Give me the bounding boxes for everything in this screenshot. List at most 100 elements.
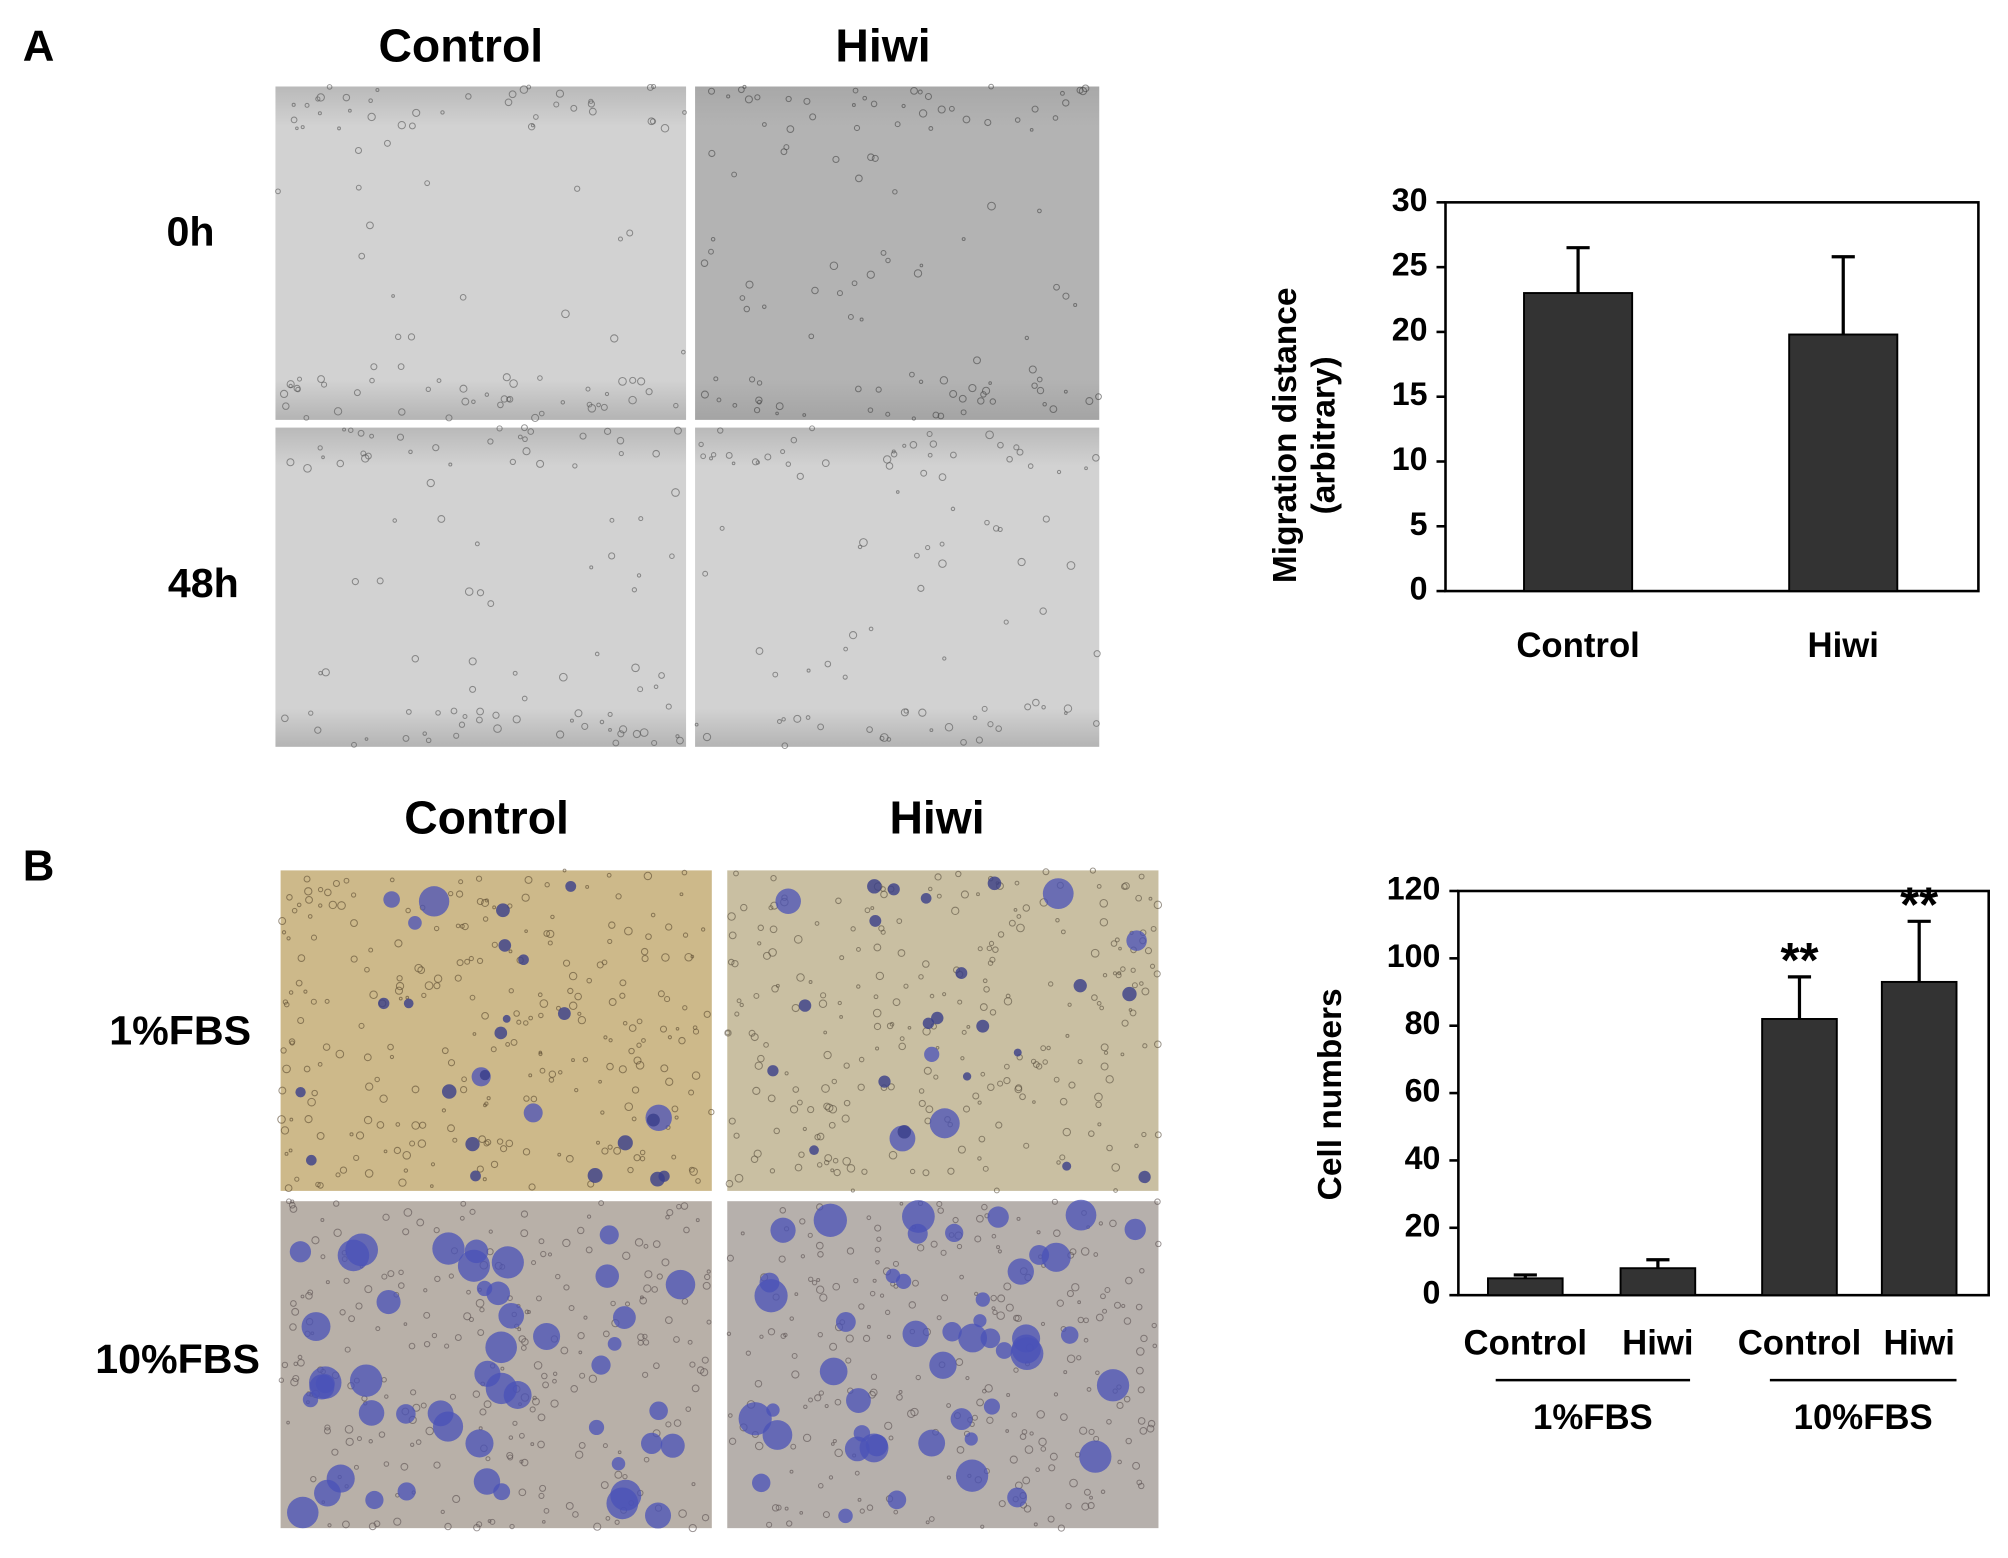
texture [411, 655, 420, 663]
stain [1042, 878, 1074, 909]
texture [617, 236, 623, 242]
texture [1134, 1143, 1139, 1149]
texture [619, 992, 626, 999]
texture [986, 945, 993, 952]
texture [300, 125, 305, 130]
stain [976, 1019, 990, 1033]
texture [476, 1165, 484, 1173]
texture [518, 1488, 527, 1497]
texture [942, 992, 947, 997]
texture [1095, 393, 1102, 401]
texture [314, 726, 322, 734]
texture [821, 1084, 830, 1093]
texture [814, 921, 820, 926]
texture [876, 1236, 882, 1242]
stain [408, 916, 422, 930]
texture [997, 931, 1005, 938]
texture [716, 397, 722, 403]
texture [980, 1524, 985, 1529]
texture [397, 363, 405, 371]
texture [703, 1010, 711, 1018]
stain [955, 1459, 989, 1492]
texture [405, 907, 411, 914]
texture [365, 1082, 374, 1091]
column-label: Hiwi [889, 792, 984, 844]
stain [762, 1420, 793, 1450]
texture [731, 959, 739, 968]
texture [468, 657, 477, 666]
texture [889, 1021, 895, 1027]
texture [934, 873, 942, 881]
texture [410, 1442, 415, 1447]
texture [833, 1168, 841, 1177]
texture [681, 349, 686, 355]
texture [1096, 884, 1102, 889]
texture [582, 1056, 589, 1063]
texture [626, 229, 634, 237]
texture [936, 893, 942, 899]
texture [347, 108, 352, 113]
texture [311, 1089, 318, 1097]
texture [874, 1224, 882, 1232]
texture [1022, 1476, 1031, 1485]
texture [343, 1277, 350, 1284]
texture [459, 384, 468, 393]
texture [437, 515, 446, 523]
texture [879, 1293, 885, 1298]
texture [987, 1083, 995, 1091]
texture [604, 391, 610, 397]
texture [707, 87, 716, 95]
texture [890, 450, 898, 458]
texture [1136, 1347, 1145, 1356]
texture [508, 1435, 514, 1440]
texture [1110, 940, 1118, 947]
texture [925, 544, 931, 551]
texture [284, 1184, 293, 1193]
texture [533, 114, 539, 120]
texture [536, 1295, 542, 1302]
texture [433, 982, 441, 990]
texture [1086, 1387, 1092, 1392]
texture [477, 1329, 485, 1336]
row-label: 0h [166, 208, 214, 254]
texture [355, 1302, 363, 1310]
texture [382, 1213, 390, 1221]
texture [1040, 1045, 1047, 1052]
texture [794, 1163, 803, 1172]
texture [653, 1362, 660, 1370]
stain [491, 1246, 524, 1279]
stain [922, 1017, 935, 1030]
stain [1060, 1326, 1079, 1344]
stain [920, 892, 932, 904]
texture [324, 1424, 331, 1431]
texture [919, 263, 924, 268]
texture [608, 727, 612, 732]
texture [803, 1404, 808, 1410]
texture [289, 1040, 295, 1046]
y-tick-label: 80 [1405, 1005, 1441, 1041]
texture [768, 905, 774, 911]
texture [600, 1481, 609, 1490]
micrograph [275, 427, 687, 747]
y-tick-label: 30 [1392, 182, 1428, 218]
texture [1098, 1221, 1104, 1226]
texture [1141, 1131, 1147, 1138]
texture [1066, 1289, 1074, 1298]
texture [548, 1077, 555, 1083]
texture [687, 1339, 693, 1345]
bar [1761, 1018, 1838, 1297]
texture [601, 1147, 609, 1155]
texture [1077, 1316, 1085, 1324]
texture [733, 1132, 740, 1139]
texture [1062, 292, 1070, 300]
texture [850, 1188, 855, 1193]
texture [790, 1443, 797, 1450]
texture [960, 409, 967, 416]
texture [1032, 1061, 1040, 1068]
texture [1141, 987, 1150, 996]
texture [972, 1092, 980, 1100]
stain [907, 1223, 928, 1244]
texture [642, 1371, 649, 1378]
texture [814, 1133, 821, 1141]
texture [977, 946, 983, 952]
